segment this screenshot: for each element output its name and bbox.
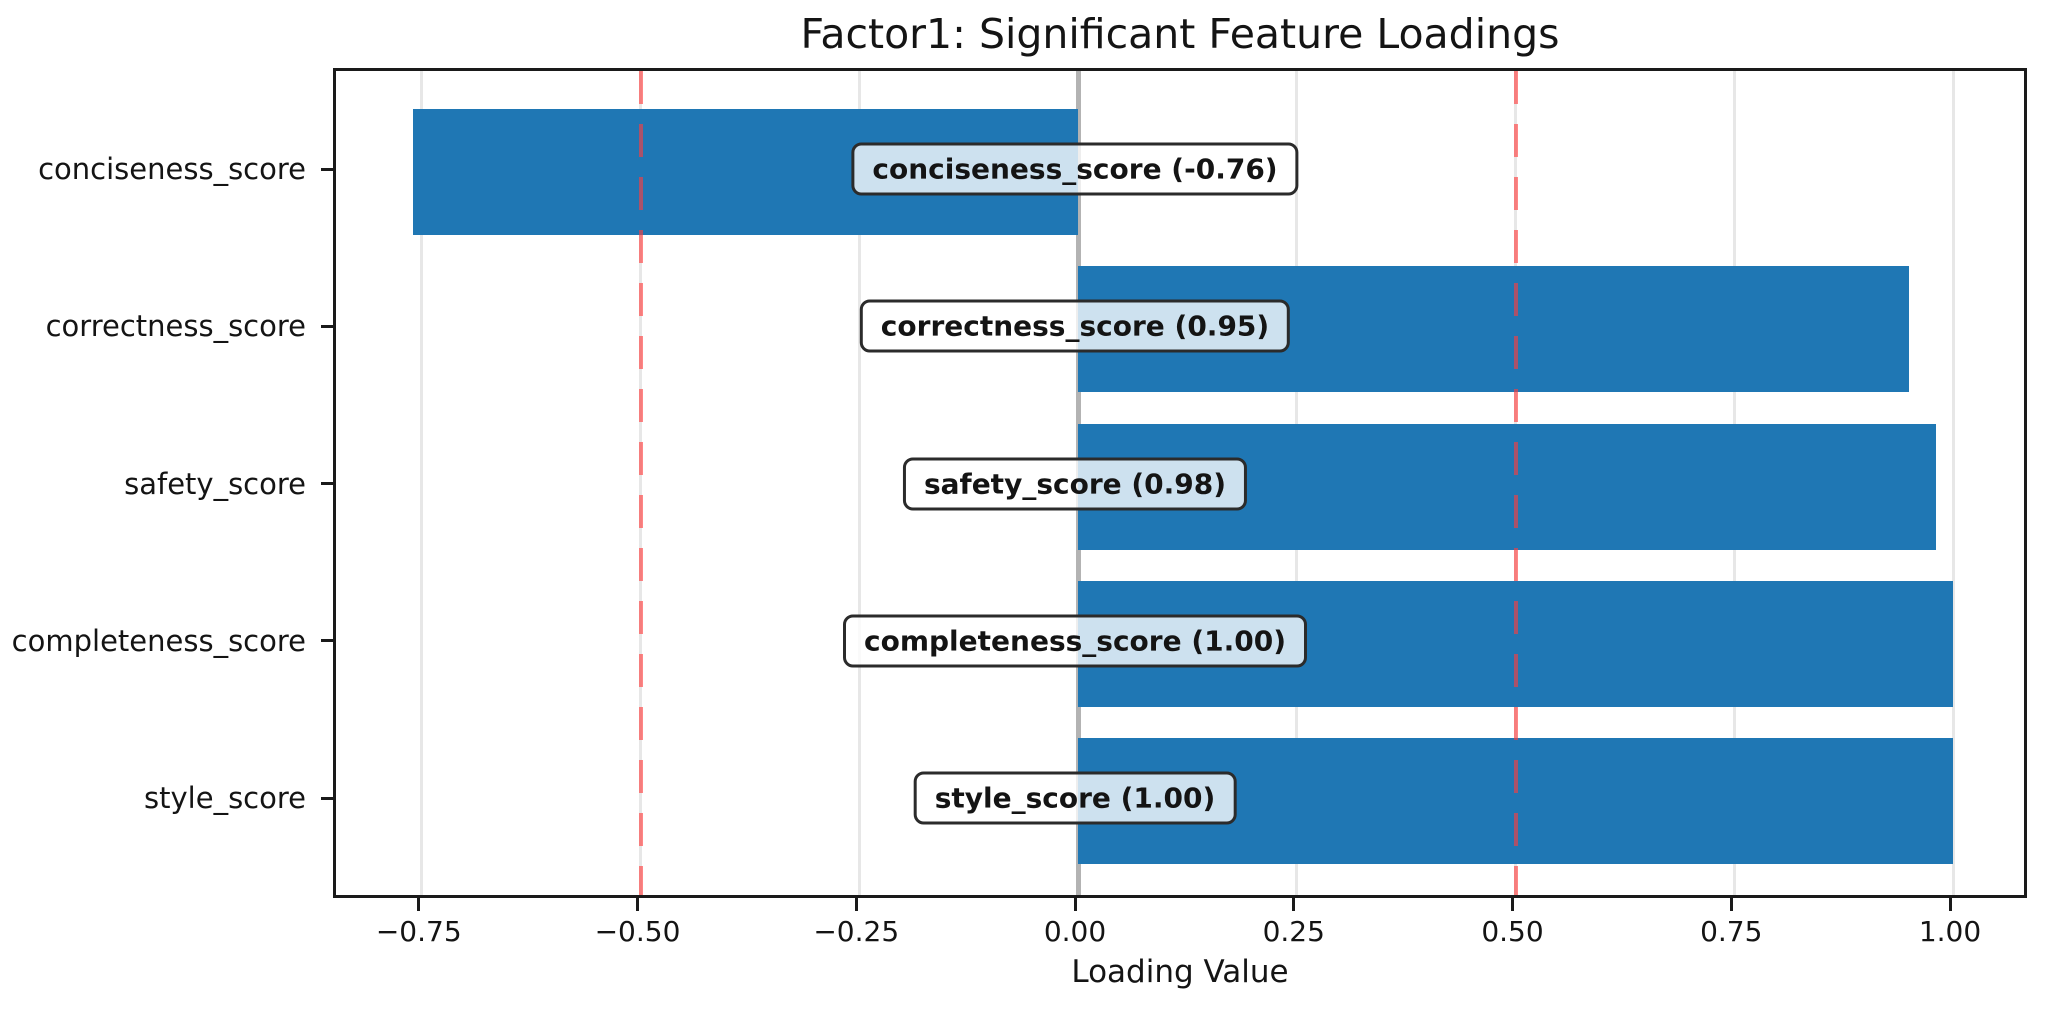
y-tick-mark xyxy=(321,639,333,643)
bar-value-label: safety_score (0.98) xyxy=(902,457,1248,510)
bar-value-label: style_score (1.00) xyxy=(913,771,1237,825)
x-tick-label: 0.75 xyxy=(1700,915,1763,948)
x-tick-mark xyxy=(1511,898,1514,911)
x-tick-mark xyxy=(636,898,639,911)
x-tick-mark xyxy=(1292,898,1296,911)
x-tick-mark xyxy=(1729,898,1733,911)
x-gridline xyxy=(420,71,424,895)
y-tick-mark xyxy=(321,482,333,485)
x-tick-mark xyxy=(1073,898,1077,911)
bar-value-label: completeness_score (1.00) xyxy=(843,614,1307,668)
x-tick-mark xyxy=(417,898,421,911)
y-tick-label-correctness_score: correctness_score xyxy=(45,309,306,344)
y-tick-mark xyxy=(321,167,333,171)
y-tick-label-style_score: style_score xyxy=(144,781,306,815)
x-tick-label: 0.50 xyxy=(1481,915,1544,948)
y-tick-label-conciseness_score: conciseness_score xyxy=(38,152,306,186)
x-tick-label: −0.50 xyxy=(594,915,681,948)
x-tick-label: −0.75 xyxy=(375,915,462,948)
chart-title: Factor1: Significant Feature Loadings xyxy=(800,10,1560,58)
x-tick-mark xyxy=(1948,898,1952,911)
y-tick-label-safety_score: safety_score xyxy=(124,466,306,501)
x-tick-label: 0.25 xyxy=(1262,915,1325,948)
bar-value-label: correctness_score (0.95) xyxy=(859,299,1291,353)
x-gridline xyxy=(1951,71,1955,895)
y-tick-label-completeness_score: completeness_score xyxy=(11,623,306,658)
x-axis-label: Loading Value xyxy=(1071,954,1289,990)
x-tick-label: 1.00 xyxy=(1918,915,1982,948)
threshold-line xyxy=(1513,71,1518,895)
y-tick-mark xyxy=(321,324,333,328)
bar-value-label: conciseness_score (-0.76) xyxy=(851,142,1299,196)
x-tick-label: 0.00 xyxy=(1043,915,1107,948)
x-gridline xyxy=(857,71,861,895)
x-tick-label: −0.25 xyxy=(813,915,900,948)
y-tick-mark xyxy=(321,796,333,800)
threshold-line xyxy=(638,71,643,895)
x-tick-mark xyxy=(854,898,858,911)
